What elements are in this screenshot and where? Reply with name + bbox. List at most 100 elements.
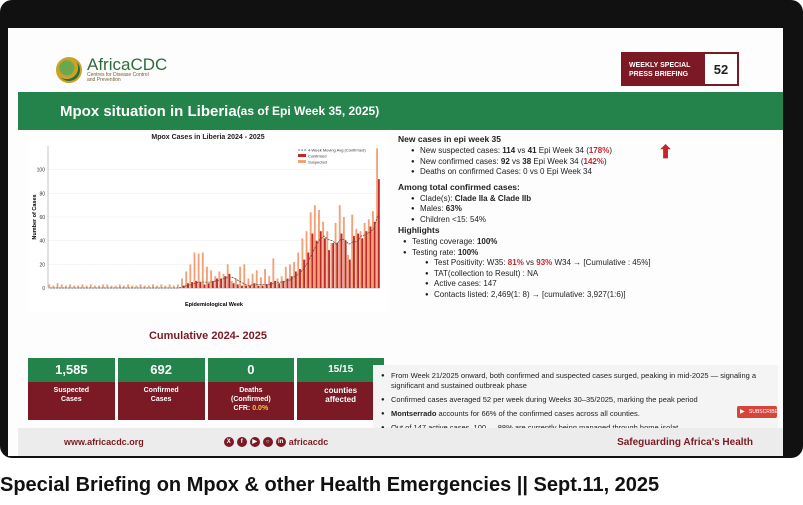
badge-number: 52 xyxy=(713,61,729,77)
suspected-bar xyxy=(176,284,179,288)
confirmed-bar xyxy=(307,252,310,288)
confirmed-bar xyxy=(299,269,301,288)
confirmed-bar xyxy=(240,285,243,288)
text: New confirmed cases: xyxy=(420,156,501,166)
confirmed-bar xyxy=(274,280,277,288)
confirmed-bar xyxy=(191,282,194,288)
africa-map-icon xyxy=(56,56,82,83)
suspected-bar xyxy=(143,285,146,288)
text: New suspected cases: xyxy=(420,146,503,155)
highlights-heading: Highlights xyxy=(398,225,440,235)
total-confirmed-heading: Among total confirmed cases: xyxy=(398,181,520,192)
stat-label: counties xyxy=(324,386,358,395)
suspected-bar xyxy=(235,278,237,288)
confirmed-bar xyxy=(245,285,247,288)
weekly-briefing-badge: WEEKLY SPECIAL PRESS BRIEFING 52 xyxy=(621,52,739,86)
subscribe-button[interactable]: SUBSCRIBE xyxy=(737,406,778,418)
text: Testing rate: xyxy=(412,247,458,257)
suspected-bar xyxy=(284,266,287,288)
suspected-bar xyxy=(189,264,192,288)
text: Montserrado xyxy=(391,409,437,418)
confirmed-bar xyxy=(344,240,347,288)
suspected-bar xyxy=(131,285,134,288)
confirmed-bar xyxy=(228,273,231,288)
note-3: Montserrado accounts for 66% of the conf… xyxy=(381,409,770,419)
suspected-bar xyxy=(313,205,316,288)
y-tick-label: 100 xyxy=(37,168,46,174)
text: Epi Week 34 ( xyxy=(531,156,584,166)
suspected-bar xyxy=(52,285,55,288)
confirmed-bar xyxy=(236,284,239,288)
text: 63% xyxy=(445,204,462,213)
stat-confirmed: 692 Confirmed Cases xyxy=(117,358,205,420)
confirmed-bar xyxy=(232,283,235,288)
confirmed-bar xyxy=(323,238,326,288)
x-icon: X xyxy=(223,437,234,447)
suspected-bar xyxy=(342,217,345,288)
confirmed-bar xyxy=(211,280,214,288)
text: Epi Week 34 ( xyxy=(536,146,589,155)
deaths-item: Deaths on confirmed Cases: 0 vs 0 Epi We… xyxy=(411,167,778,178)
confirmed-bar xyxy=(336,243,339,288)
new-suspected-item: New suspected cases: 114 vs 41 Epi Week … xyxy=(411,146,778,157)
text: Test Positivity: W35: xyxy=(434,258,508,267)
suspected-bar xyxy=(81,284,84,288)
suspected-bar xyxy=(206,266,208,288)
legend-label: Suspected xyxy=(308,160,327,165)
suspected-bar xyxy=(89,284,92,288)
children-item: Children <15: 54% xyxy=(411,215,778,226)
video-title[interactable]: Special Briefing on Mpox & other Health … xyxy=(0,474,660,496)
stat-label: Cases xyxy=(61,396,82,403)
suspected-bar xyxy=(197,253,200,288)
text: Clade(s): xyxy=(420,193,455,203)
coverage-item: Testing coverage: 100% xyxy=(403,237,778,248)
suspected-bar xyxy=(268,276,271,288)
legend-swatch xyxy=(298,154,306,157)
suspected-bar xyxy=(322,221,325,288)
y-axis-label: Number of Cases xyxy=(32,194,38,239)
confirmed-bar xyxy=(249,285,252,288)
social-handle: africacdc xyxy=(288,437,329,447)
suspected-bar xyxy=(218,271,221,288)
confirmed-bar xyxy=(357,233,360,288)
text: 92 xyxy=(500,156,510,166)
text: Males: xyxy=(420,204,446,213)
suspected-bar xyxy=(264,269,266,288)
suspected-bar xyxy=(185,271,188,288)
suspected-bar xyxy=(222,273,225,288)
stat-label: Cases xyxy=(150,396,172,403)
confirmed-bar xyxy=(195,280,198,288)
confirmed-bar xyxy=(377,179,380,288)
suspected-bar xyxy=(293,261,296,288)
text: ) xyxy=(609,146,612,155)
confirmed-bar xyxy=(207,283,210,288)
suspected-bar xyxy=(247,278,250,288)
y-tick-label: 0 xyxy=(42,286,45,292)
africacdc-logo: AfricaCDC Centres for Disease Control an… xyxy=(56,56,167,83)
suspected-bar xyxy=(93,285,96,288)
text: 93% xyxy=(536,258,553,267)
text: 41 xyxy=(527,146,537,155)
summary-panel: New cases in epi week 35 ⬆ New suspected… xyxy=(398,134,778,300)
confirmed-bar xyxy=(303,259,306,288)
stat-value: 15/15 xyxy=(297,358,384,382)
text: vs xyxy=(523,258,537,267)
text: accounts for 66% of the confirmed cases … xyxy=(436,409,640,418)
video-player[interactable]: AfricaCDC Centres for Disease Control an… xyxy=(0,0,803,458)
suspected-bar xyxy=(309,212,312,288)
text: 178% xyxy=(588,146,610,155)
note-2: Confirmed cases averaged 52 per week dur… xyxy=(381,395,770,405)
moving-average-line xyxy=(50,214,379,289)
mpox-cases-chart: Mpox Cases in Liberia 2024 - 2025 0 20 40 6… xyxy=(28,132,388,312)
suspected-bar xyxy=(85,285,88,288)
suspected-bar xyxy=(359,231,362,288)
suspected-bar xyxy=(251,273,254,288)
suspected-bar xyxy=(355,228,358,288)
facebook-icon: f xyxy=(236,437,247,447)
new-cases-heading: New cases in epi week 35 xyxy=(398,134,502,144)
confirmed-bar xyxy=(361,238,364,288)
suspected-bar xyxy=(147,285,150,288)
confirmed-bar xyxy=(286,278,289,288)
confirmed-bar xyxy=(294,271,297,288)
badge-line-1: WEEKLY SPECIAL xyxy=(629,62,691,69)
